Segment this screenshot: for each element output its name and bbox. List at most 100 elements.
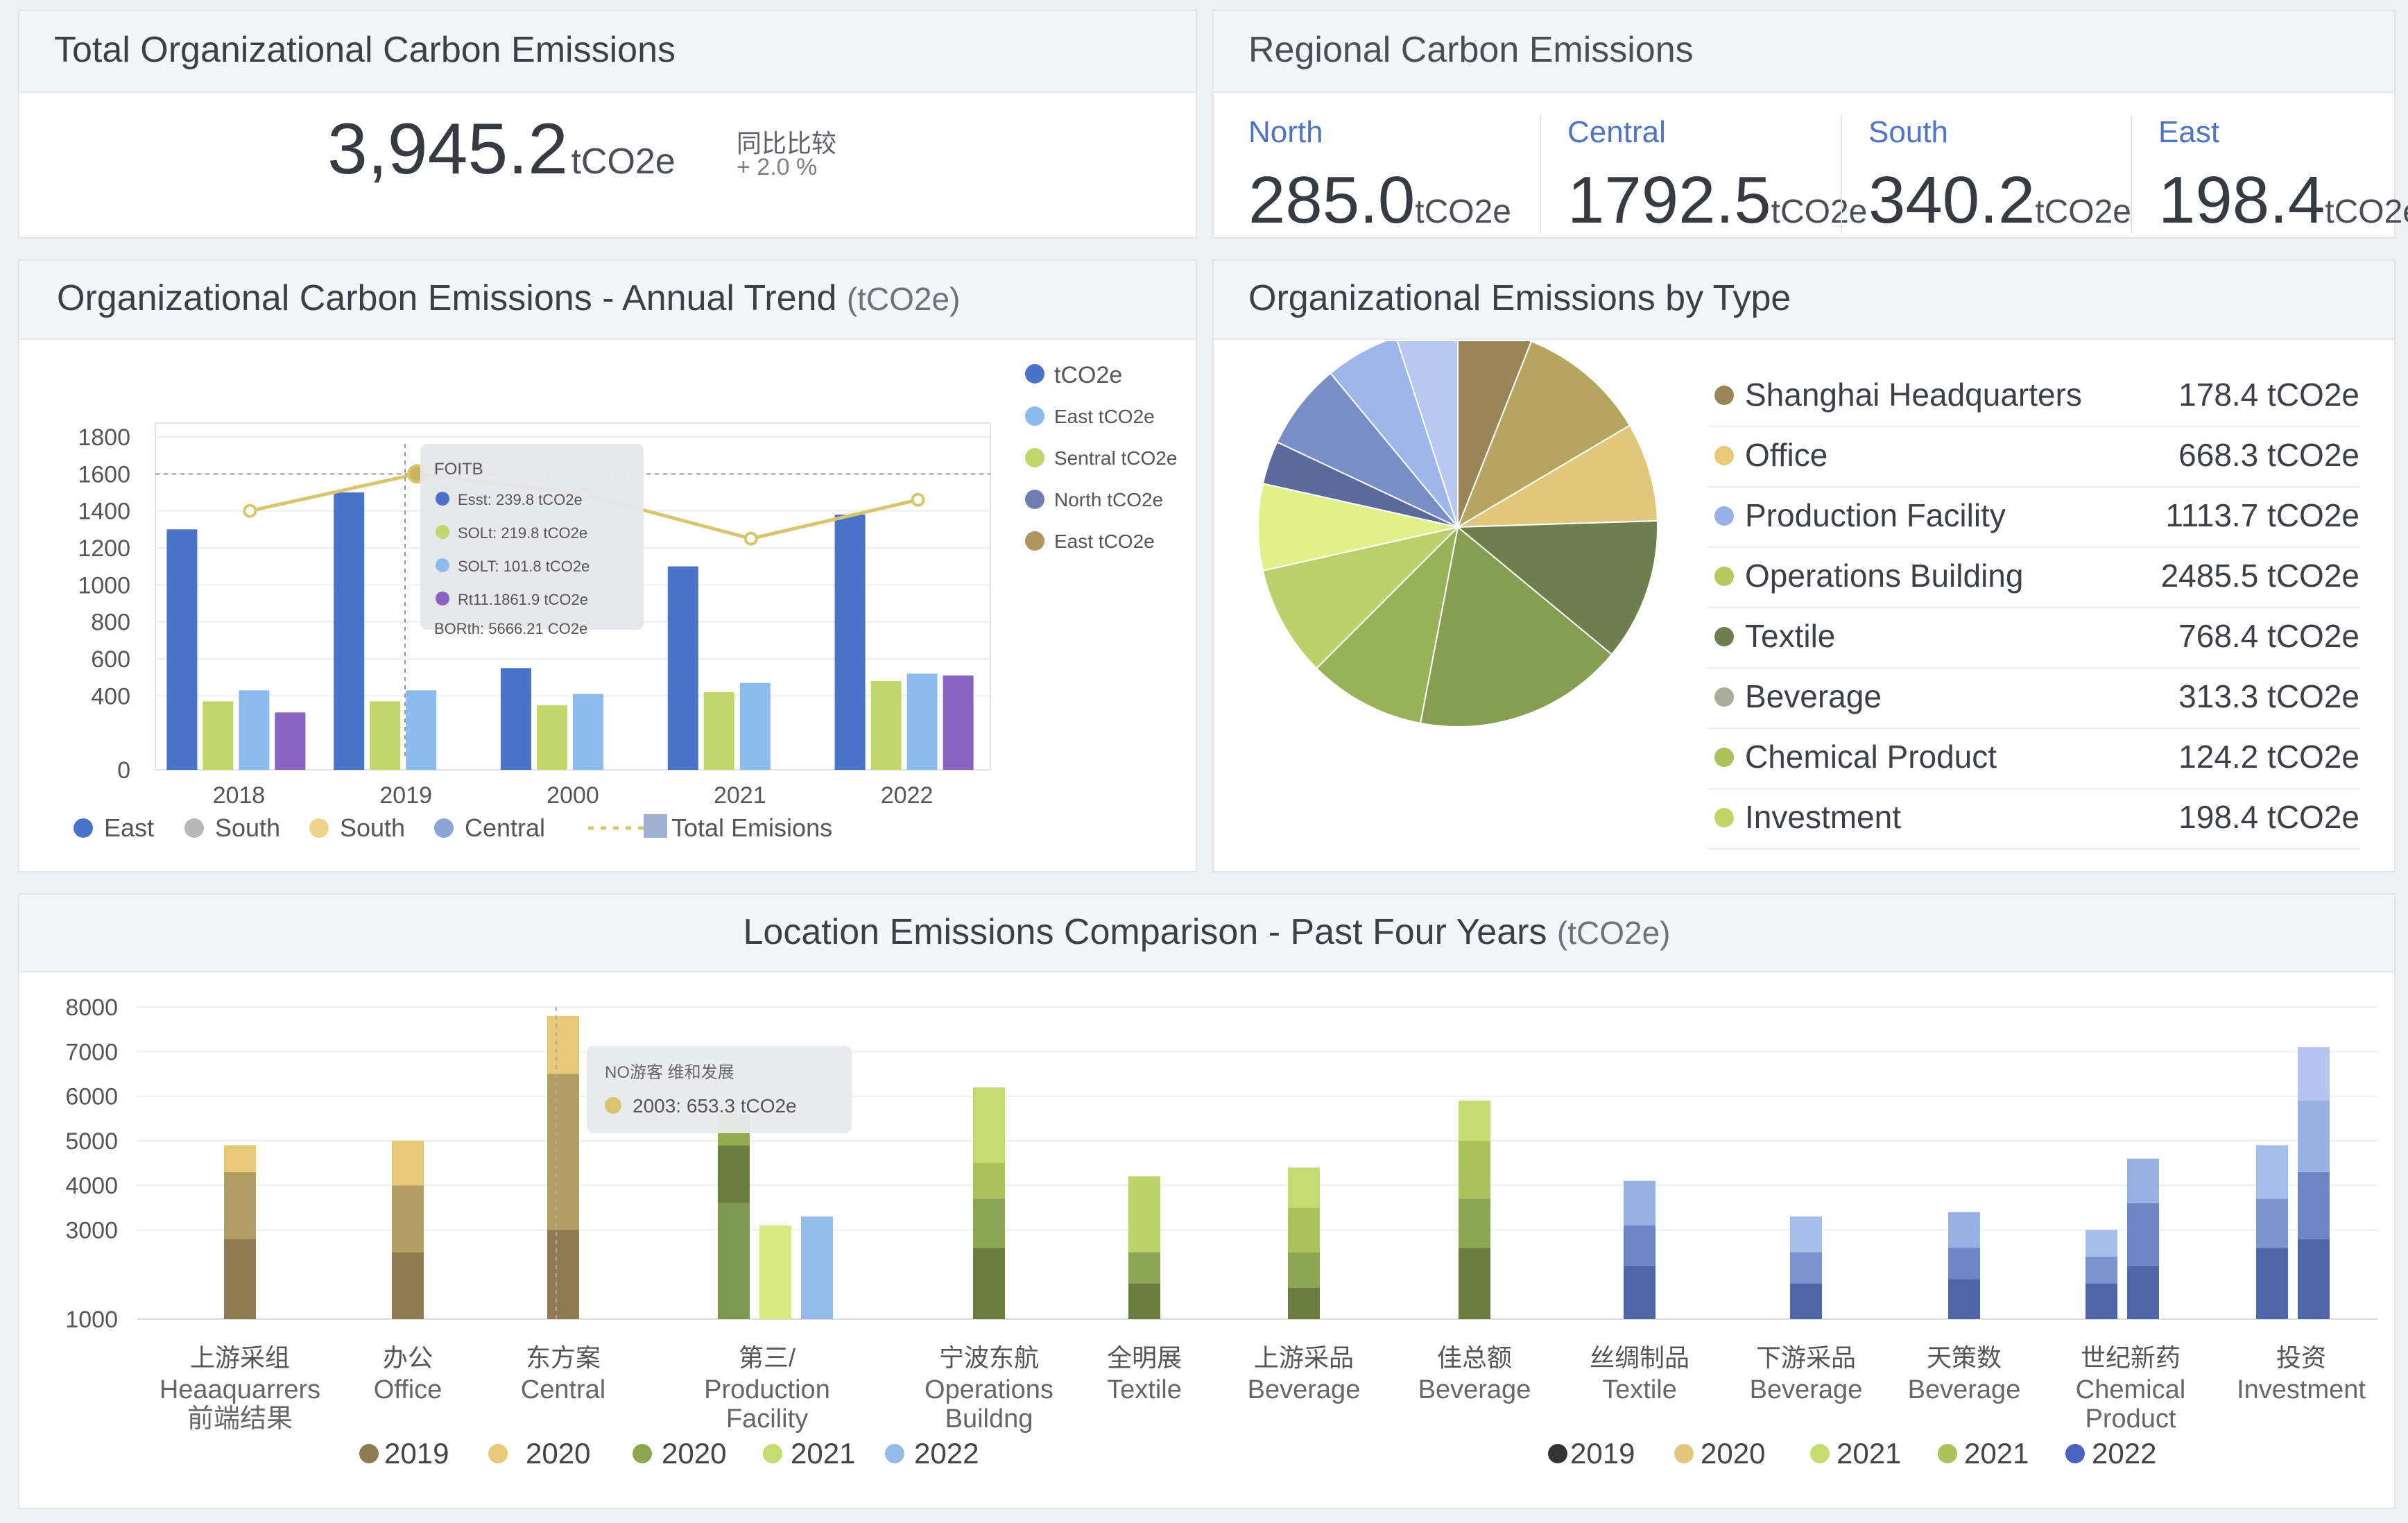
legend-item: Central <box>465 814 545 842</box>
x-category-cn: 世纪新药 <box>2081 1343 2181 1372</box>
stacked-bar-segment <box>2127 1158 2159 1203</box>
stacked-bar-segment <box>392 1185 424 1253</box>
location-comparison-panel: Location Emissions Comparison - Past Fou… <box>18 893 2396 1509</box>
stacked-bar-segment <box>1624 1225 1656 1266</box>
pie-slice[interactable] <box>1315 524 1459 725</box>
type-row[interactable]: Shanghai Headquarters 178.4 tCO2e <box>1708 366 2359 427</box>
x-category-label: Textile <box>1602 1375 1677 1404</box>
stacked-bar-segment <box>2086 1283 2117 1319</box>
type-name: Office <box>1745 437 1828 473</box>
x-category-label: Beverage <box>1908 1375 2021 1404</box>
type-value: 198.4 tCO2e <box>2178 799 2359 835</box>
stacked-bar-segment <box>2256 1198 2288 1248</box>
bar-south <box>370 701 401 770</box>
y-tick-label: 1200 <box>78 535 130 562</box>
bar-central <box>739 682 771 770</box>
x-category-cn: 全明展 <box>1107 1343 1182 1372</box>
type-color-dot <box>1714 506 1734 526</box>
type-row[interactable]: Operations Building 2485.5 tCO2e <box>1708 547 2359 608</box>
pie-slice[interactable] <box>1457 424 1658 528</box>
type-name: Shanghai Headquarters <box>1745 377 2082 413</box>
x-tick-label: 2022 <box>881 782 934 809</box>
y-tick-label: 3000 <box>65 1217 118 1244</box>
bar-central <box>573 694 603 770</box>
pie-slice[interactable] <box>1456 341 1631 529</box>
type-row[interactable]: Office 668.3 tCO2e <box>1708 427 2359 488</box>
x-tick-label: 2019 <box>379 782 432 809</box>
type-color-dot <box>1714 687 1734 707</box>
bar-east <box>667 566 698 770</box>
stacked-bar-segment <box>1790 1252 1822 1284</box>
y-tick-label: 5000 <box>65 1128 118 1155</box>
bar-north <box>943 676 974 770</box>
pie-slice[interactable] <box>1257 482 1459 572</box>
tooltip-row: SOLT: 101.8 tCO2e <box>458 558 590 575</box>
pie-slice[interactable] <box>1396 341 1459 528</box>
stacked-bar-segment <box>718 1203 750 1319</box>
x-category-label: Heaaquarrers <box>160 1375 320 1404</box>
pie-slice[interactable] <box>1330 341 1459 528</box>
stacked-bar-segment <box>1288 1207 1320 1253</box>
type-row[interactable]: Beverage 313.3 tCO2e <box>1708 668 2359 729</box>
type-row[interactable]: Production Facility 1113.7 tCO2e <box>1708 487 2359 548</box>
legend-item: North tCO2e <box>1054 489 1163 510</box>
pie-slice[interactable] <box>1276 372 1459 528</box>
x-category-label: Textile <box>1107 1375 1182 1404</box>
pie-slice[interactable] <box>1456 519 1658 655</box>
tooltip-title: FOITB <box>434 460 483 479</box>
type-value: 178.4 tCO2e <box>2178 377 2359 413</box>
location-title-unit: (tCO2e) <box>1556 915 1671 951</box>
location-comparison-header: Location Emissions Comparison - Past Fou… <box>19 895 2394 972</box>
type-row[interactable]: Chemical Product 124.2 tCO2e <box>1708 728 2359 789</box>
emissions-pie-chart <box>1257 341 1658 728</box>
region-north[interactable]: North 285.0tCO2e <box>1248 115 1511 237</box>
type-value: 668.3 tCO2e <box>2178 437 2359 473</box>
location-title-text: Location Emissions Comparison - Past Fou… <box>743 912 1547 952</box>
total-compare-label: 同比比较 <box>737 129 837 157</box>
type-row[interactable]: Investment 198.4 tCO2e <box>1708 789 2359 850</box>
legend-item: 2020 <box>1701 1437 1765 1470</box>
type-name: Chemical Product <box>1745 739 1997 775</box>
region-south-label: South <box>1868 115 1948 149</box>
region-east-label: East <box>2158 115 2220 149</box>
type-name: Investment <box>1745 799 1901 835</box>
region-south[interactable]: South 340.2tCO2e <box>1868 115 2131 237</box>
type-name: Textile <box>1745 618 1836 654</box>
legend-item: Sentral tCO2e <box>1054 447 1177 469</box>
type-row[interactable]: Textile 768.4 tCO2e <box>1708 608 2359 669</box>
stacked-bar-segment <box>1288 1288 1320 1319</box>
bar-central <box>239 690 270 770</box>
stacked-bar-segment <box>1948 1212 1980 1248</box>
emissions-by-type-title: Organizational Emissions by Type <box>1248 278 1791 318</box>
pie-slice[interactable] <box>1262 526 1461 670</box>
region-north-value: 285.0 <box>1248 163 1416 237</box>
y-tick-label: 1600 <box>78 461 130 488</box>
bar-east <box>834 515 866 770</box>
x-category-cn: 东方案 <box>526 1343 601 1372</box>
x-category-label: Product <box>2086 1404 2176 1434</box>
stacked-bar-segment <box>392 1252 424 1319</box>
bar-south <box>203 701 234 770</box>
type-value: 124.2 tCO2e <box>2178 739 2359 775</box>
legend-item: East tCO2e <box>1054 406 1155 427</box>
bar-south <box>537 705 567 770</box>
region-north-unit: tCO2e <box>1415 193 1511 230</box>
x-category-cn: 丝绸制品 <box>1590 1343 1689 1372</box>
type-value: 313.3 tCO2e <box>2178 678 2359 714</box>
emissions-by-type-panel: Organizational Emissions by Type Shangha… <box>1212 259 2396 872</box>
region-central[interactable]: Central 1792.5tCO2e <box>1567 115 1867 237</box>
y-tick-label: 600 <box>91 646 130 673</box>
x-tick-label: 2018 <box>213 782 266 809</box>
stacked-bar-segment <box>1459 1140 1490 1199</box>
tooltip-row: Esst: 239.8 tCO2e <box>458 491 583 508</box>
x-category-label: 前端结果 <box>187 1404 293 1434</box>
stacked-bar-segment <box>759 1225 791 1319</box>
pie-slice[interactable] <box>1419 526 1613 728</box>
legend-item: 2019 <box>1570 1437 1635 1470</box>
legend-item: East tCO2e <box>1054 531 1155 552</box>
x-category-label: Operations <box>925 1375 1054 1404</box>
x-category-cn: 宁波东航 <box>939 1343 1039 1372</box>
x-category-cn: 办公 <box>383 1343 433 1372</box>
total-value-unit: tCO2e <box>571 141 676 182</box>
